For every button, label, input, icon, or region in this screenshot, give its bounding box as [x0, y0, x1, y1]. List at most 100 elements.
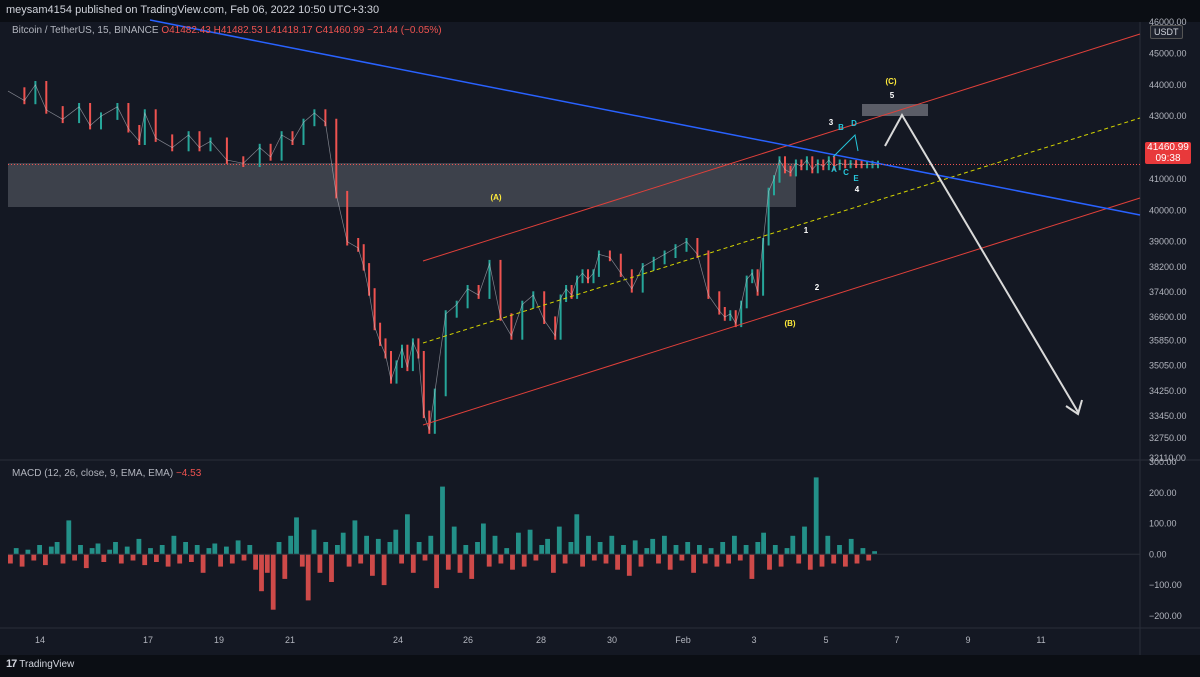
price-tick-label: 44000.00 [1149, 80, 1187, 90]
macd-value: −4.53 [175, 468, 202, 479]
price-tick-label: 33450.00 [1149, 411, 1187, 421]
price-tick-label: 45000.00 [1149, 48, 1187, 58]
macd-histogram-bar [229, 554, 235, 564]
macd-histogram-bar [673, 545, 679, 555]
wave-label-B: (B) [784, 319, 795, 328]
macd-histogram-bar [118, 554, 124, 564]
subwave-label-C: C [843, 168, 849, 177]
macd-histogram-bar [527, 529, 533, 555]
macd-histogram-bar [796, 554, 802, 564]
price-tick-label: 43000.00 [1149, 111, 1187, 121]
wave-label-A: (A) [490, 193, 501, 202]
macd-histogram-bar [813, 477, 819, 555]
price-tick-label: 35050.00 [1149, 361, 1187, 371]
macd-histogram-bar [428, 535, 434, 555]
macd-histogram-bar [685, 542, 691, 555]
macd-histogram-bar [31, 554, 37, 561]
projection-arrowhead [1065, 399, 1083, 416]
time-tick-label: 3 [751, 635, 756, 645]
macd-histogram-bar [194, 545, 200, 555]
macd-histogram-bar [189, 554, 194, 562]
wave-label-C: (C) [885, 77, 896, 86]
macd-histogram-bar [264, 554, 270, 573]
price-series-line [7, 84, 878, 431]
macd-histogram-bar [854, 554, 860, 564]
macd-histogram-bar [405, 514, 410, 555]
macd-histogram-bar [702, 554, 708, 564]
macd-histogram-bar [451, 526, 457, 555]
footer-bar [0, 655, 1200, 677]
subwave-label-D: D [851, 119, 857, 128]
macd-histogram-bar [551, 554, 556, 573]
macd-histogram-bar [767, 554, 772, 570]
macd-histogram-bar [644, 548, 650, 555]
time-tick-label: Feb [675, 635, 691, 645]
macd-tick-label: 300.00 [1149, 457, 1177, 467]
macd-histogram-bar [323, 542, 329, 555]
price-tick-label: 35850.00 [1149, 336, 1187, 346]
price-tick-label: 34250.00 [1149, 386, 1187, 396]
macd-histogram-bar [410, 554, 416, 573]
macd-histogram-bar [381, 554, 387, 586]
macd-histogram-bar [837, 545, 842, 555]
macd-histogram-bar [218, 554, 223, 567]
price-tick-label: 40000.00 [1149, 205, 1187, 215]
time-tick-label: 28 [536, 635, 546, 645]
symbol-legend: Bitcoin / TetherUS, 15, BINANCE O41482.4… [12, 25, 442, 36]
macd-tick-label: 0.00 [1149, 549, 1167, 559]
price-tick-label: 36600.00 [1149, 312, 1187, 322]
macd-histogram-bar [807, 554, 813, 570]
macd-histogram-bar [556, 526, 562, 555]
last-price-badge: 41460.99 09:38 [1145, 142, 1191, 164]
macd-histogram-bar [597, 542, 603, 555]
macd-histogram-bar [737, 554, 743, 561]
macd-histogram-bar [481, 523, 486, 555]
macd-histogram-bar [697, 545, 702, 555]
macd-histogram-bar [288, 535, 294, 555]
macd-histogram-bar [492, 535, 498, 555]
macd-histogram-bar [247, 545, 253, 555]
macd-histogram-bar [626, 554, 632, 576]
time-tick-label: 21 [285, 635, 295, 645]
macd-histogram-bar [78, 545, 83, 555]
macd-histogram-bar [241, 554, 247, 561]
macd-histogram-bar [848, 538, 854, 555]
macd-histogram-bar [498, 554, 504, 564]
price-tick-label: 32750.00 [1149, 433, 1187, 443]
currency-badge[interactable]: USDT [1150, 25, 1183, 39]
macd-histogram-bar [66, 520, 72, 555]
tradingview-logo-icon: 17 [6, 658, 17, 670]
bar-countdown: 09:38 [1155, 153, 1181, 164]
macd-histogram-bar [860, 548, 866, 555]
macd-histogram-bar [8, 554, 13, 564]
macd-histogram-bar [60, 554, 66, 564]
macd-histogram-bar [475, 542, 480, 555]
price-tick-label: 38200.00 [1149, 262, 1187, 272]
macd-histogram-bar [305, 554, 311, 601]
macd-histogram-bar [609, 535, 615, 555]
macd-histogram-bar [539, 545, 545, 555]
macd-histogram-bar [177, 554, 183, 564]
macd-histogram-bar [486, 554, 492, 567]
resistance-zone [8, 163, 796, 207]
macd-histogram-bar [632, 540, 638, 555]
time-tick-label: 30 [607, 635, 617, 645]
macd-histogram-bar [568, 542, 574, 555]
macd-histogram-bar [212, 543, 218, 555]
macd-histogram-bar [294, 517, 299, 555]
macd-histogram-bar [165, 554, 171, 567]
macd-histogram-bar [819, 554, 825, 567]
macd-histogram-bar [434, 554, 439, 589]
macd-histogram-bar [772, 545, 778, 555]
wave-label-2: 2 [815, 283, 820, 292]
macd-histogram-bar [574, 514, 580, 555]
tradingview-logo[interactable]: 17 TradingView [6, 658, 74, 670]
macd-histogram-bar [346, 554, 352, 567]
macd-histogram-bar [364, 535, 369, 555]
macd-histogram-bar [25, 549, 31, 555]
macd-histogram-bar [270, 554, 276, 610]
macd-histogram-bar [586, 535, 591, 555]
macd-histogram-bar [714, 554, 720, 567]
macd-histogram-bar [761, 532, 766, 555]
